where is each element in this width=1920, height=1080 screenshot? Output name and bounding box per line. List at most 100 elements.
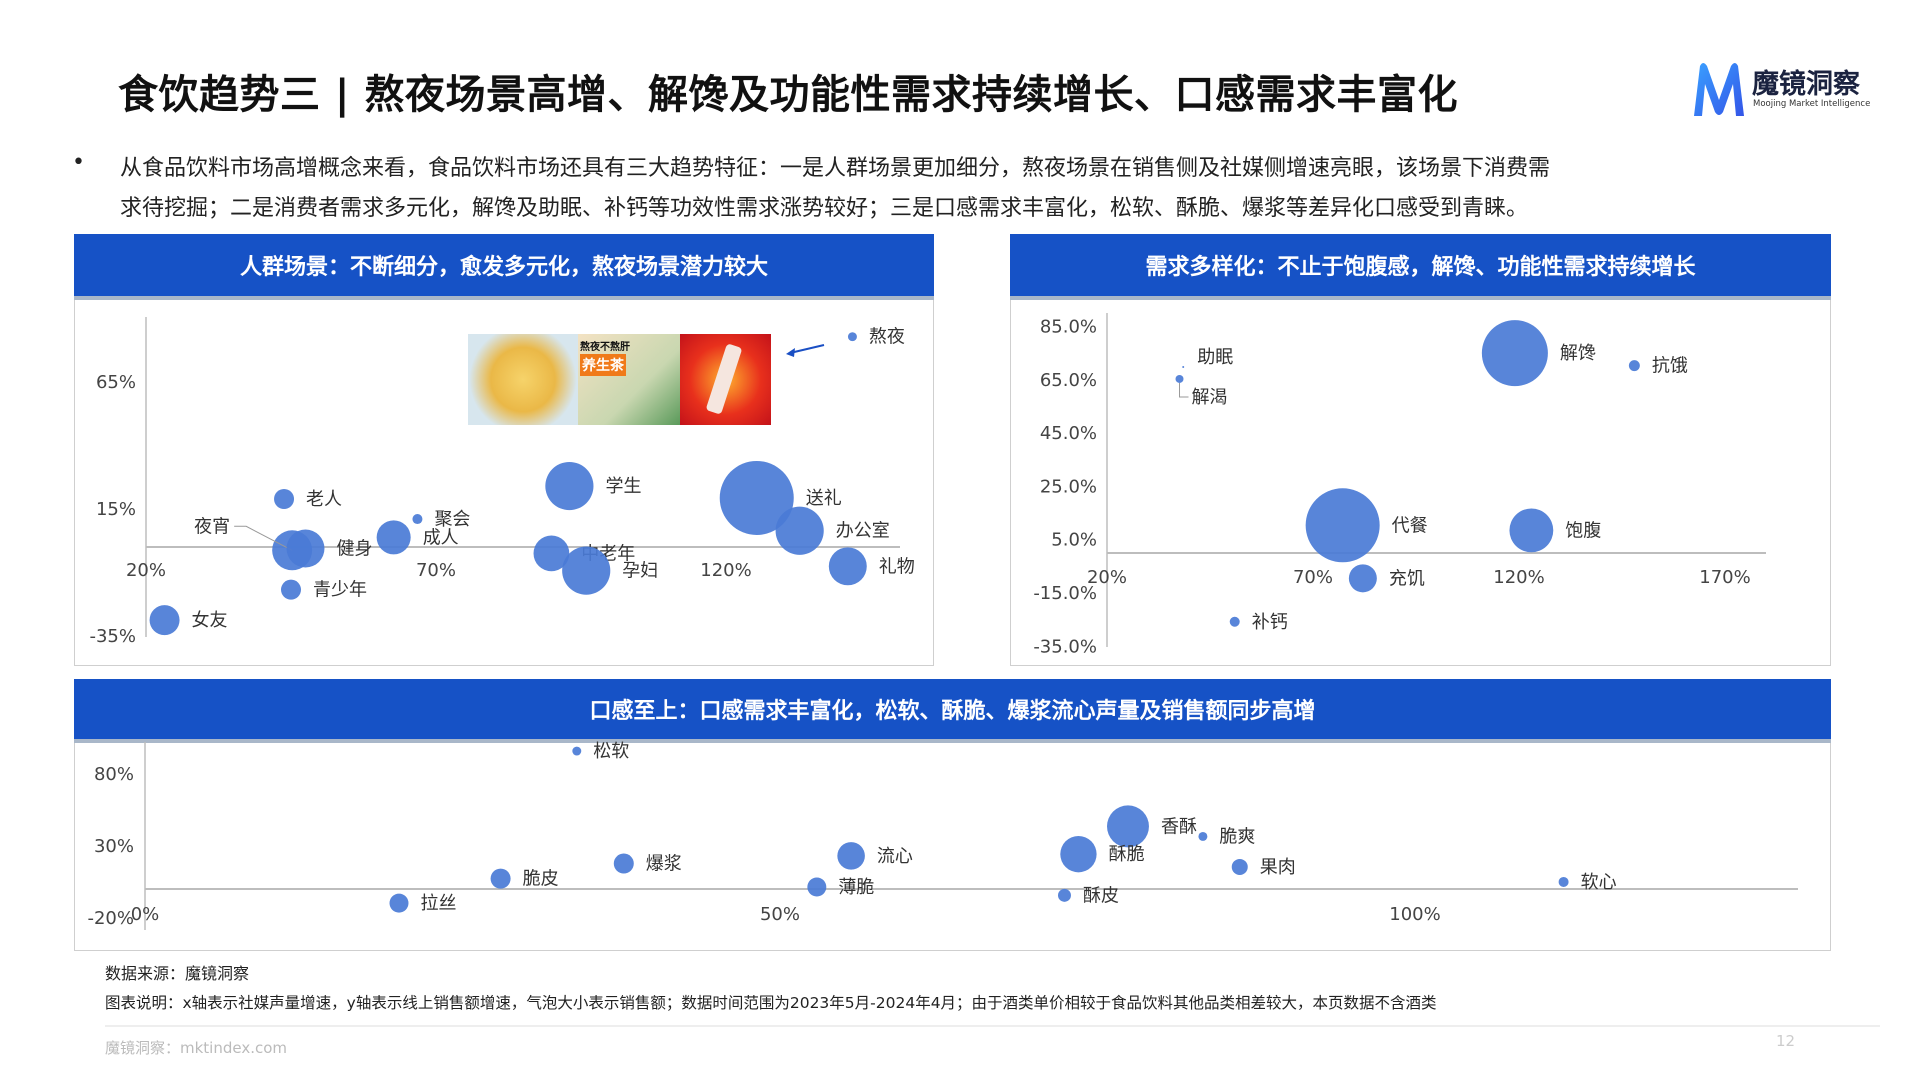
bubble-脆爽 [1198,831,1208,841]
bubble-label: 果肉 [1260,857,1296,878]
bubble-label: 充饥 [1389,568,1425,589]
bubble-脆皮 [490,868,511,889]
bubble-label: 饱腹 [1565,520,1601,541]
bubble-label: 香酥 [1161,816,1197,837]
brand-logo: 魔镜洞察 Moojing Market Intelligence [1690,58,1890,120]
bubble-label: 聚会 [434,509,470,530]
demand-panel: 需求多样化：不止于饱腹感，解馋、功能性需求持续增长 [1010,234,1831,666]
x-tick-label: 0% [131,904,160,925]
bubble-label: 女友 [192,610,228,631]
x-tick-label: 100% [1389,904,1440,925]
bubble-label: 礼物 [879,556,915,577]
snack-image [468,334,578,425]
bubble-果肉 [1231,858,1248,875]
bubble-软心 [1558,876,1569,887]
y-tick-label: -15.0% [1033,583,1097,604]
bubble-label: 酥脆 [1109,844,1145,865]
y-tick-label: 85.0% [1040,316,1097,337]
bullet-line-1: 从食品饮料市场高增概念来看，食品饮料市场还具有三大趋势特征：一是人群场景更加细分… [120,156,1551,181]
bullet-marker: • [72,150,85,175]
bubble-label: 抗饿 [1652,356,1688,377]
page-number: 12 [1776,1032,1796,1050]
footer-divider [105,1025,1880,1027]
bubble-助眠 [1182,365,1185,368]
bubble-label: 拉丝 [420,893,456,914]
bubble-孕妇 [562,546,611,595]
y-tick-label: 30% [94,836,134,857]
bubble-薄脆 [807,877,827,897]
crowd-scene-panel: 人群场景：不断细分，愈发多元化，熬夜场景潜力较大 [74,234,934,666]
bubble-label: 脆爽 [1219,826,1255,847]
bubble-chart-1: 20% 70% 120%65%15%-35%熬夜老人夜宵健身聚会成人学生中老年孕妇送… [89,317,915,647]
bubble-青少年 [281,579,301,600]
bubble-label: 夜宵 [194,516,230,537]
bubble-label: 薄脆 [838,877,874,898]
bubble-label: 解渴 [1192,387,1228,408]
bubble-label: 孕妇 [622,561,658,582]
bubble-label: 办公室 [836,521,890,542]
x-tick-label: 20% [1087,567,1127,588]
bubble-label: 代餐 [1392,515,1428,536]
bullet-line-2: 求待挖掘；二是消费者需求多元化，解馋及助眠、补钙等功效性需求涨势较好；三是口感需… [120,196,1529,221]
x-tick-label: 120% [1493,567,1544,588]
bubble-label: 酥皮 [1083,885,1119,906]
bubble-女友 [149,605,180,636]
y-tick-label: 65% [96,372,136,393]
y-tick-label: -35.0% [1033,636,1097,657]
bubble-label: 送礼 [806,488,842,509]
bubble-代餐 [1305,488,1380,563]
bubble-成人 [376,520,411,555]
bubble-label: 松软 [593,741,629,762]
bubble-label: 解馋 [1560,343,1596,364]
leader-line [1179,382,1189,398]
logo-name: 魔镜洞察 [1752,69,1860,100]
bubble-label: 助眠 [1197,347,1233,368]
page-title: 食饮趋势三 | 熬夜场景高增、解馋及功能性需求持续增长、口感需求丰富化 [118,72,1458,118]
x-tick-label: 120% [700,560,751,581]
x-tick-label: 20% [126,560,166,581]
x-tick-label: 70% [416,560,456,581]
data-source: 数据来源：魔镜洞察 [105,964,250,983]
bubble-label: 软心 [1581,872,1617,893]
bubble-label: 脆皮 [523,869,559,890]
bubble-熬夜 [847,332,857,342]
bubble-解渴 [1175,374,1184,383]
bubble-解馋 [1481,320,1548,387]
bubble-label: 补钙 [1252,612,1288,633]
y-tick-label: 15% [96,499,136,520]
bubble-香酥 [1107,805,1149,848]
bubble-松软 [572,746,582,756]
logo-m-icon [1694,63,1744,116]
bubble-中老年 [533,535,570,572]
bubble-酥脆 [1060,835,1097,873]
x-tick-label: 70% [1293,567,1333,588]
bubble-chart-2: 20% 70% 120% 170% 85.0% 65.0% 45.0% 25.0% 5.0% -1… [1033,313,1766,657]
y-tick-label: -20% [87,908,134,929]
bubble-label: 健身 [336,539,372,560]
bubble-聚会 [412,514,423,525]
logo-subtitle: Moojing Market Intelligence [1753,99,1871,109]
y-tick-label: -35% [89,626,136,647]
bubble-饱腹 [1509,508,1554,553]
x-tick-label: 170% [1699,567,1750,588]
site-link[interactable]: 魔镜洞察：mktindex.com [105,1039,288,1057]
texture-header: 口感至上：口感需求丰富化，松软、酥脆、爆浆流心声量及销售额同步高增 [74,679,1831,743]
demand-header: 需求多样化：不止于饱腹感，解馋、功能性需求持续增长 [1010,234,1831,300]
bubble-送礼 [719,460,794,535]
tea-image: 熬夜不熬肝 养生茶 [578,334,680,425]
bubble-label: 学生 [605,476,641,497]
bubble-健身 [286,529,325,568]
y-tick-label: 80% [94,764,134,785]
bubble-学生 [545,461,594,511]
y-tick-label: 5.0% [1051,530,1097,551]
product-image-inset: 熬夜不熬肝 养生茶 [468,334,771,425]
bubble-流心 [837,842,865,870]
tea-image-label: 养生茶 [580,354,626,376]
bubble-老人 [274,488,295,509]
leader-line [234,525,293,551]
bubble-补钙 [1229,616,1240,627]
x-tick-label: 50% [760,904,800,925]
bubble-label: 老人 [306,489,342,510]
tea-image-text: 熬夜不熬肝 [580,342,630,353]
